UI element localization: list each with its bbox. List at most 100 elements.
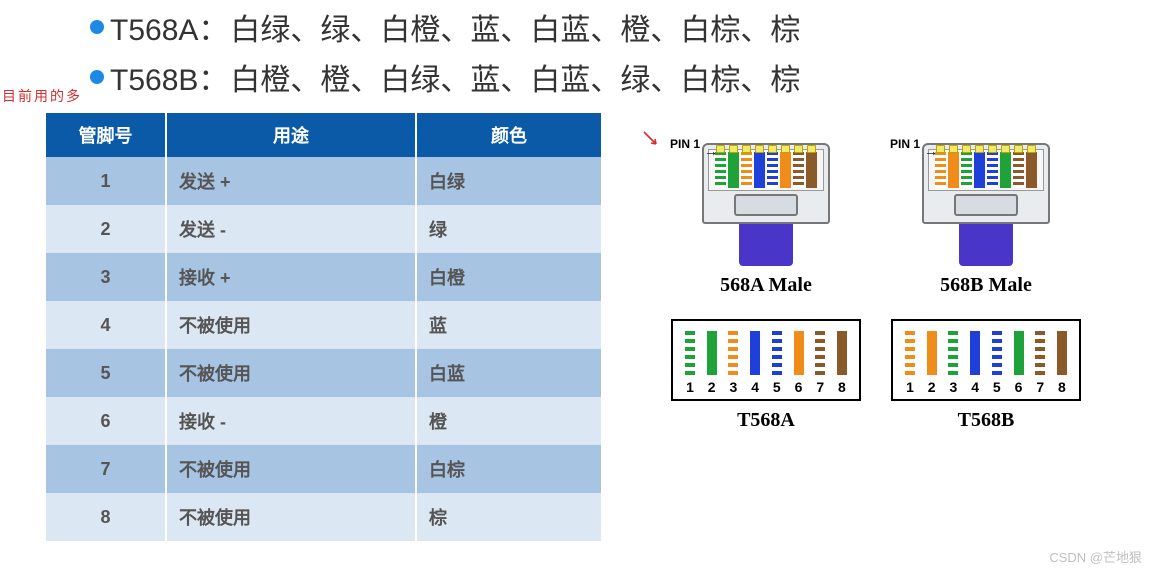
col-use: 用途 xyxy=(166,113,416,157)
standard-b-line: T568B： 白橙、橙、白绿、蓝、白蓝、绿、白棕、棕 xyxy=(90,55,1154,99)
stripe xyxy=(970,331,980,375)
stripe xyxy=(772,331,782,375)
cell-pin: 2 xyxy=(46,205,166,253)
stripe-number: 6 xyxy=(794,379,804,395)
cell-pin: 6 xyxy=(46,397,166,445)
connector-b-column: PIN 1 → 568B Male 12345678 T568B xyxy=(891,143,1081,541)
stripe-box-b: 12345678 xyxy=(891,319,1081,401)
rj45-b: PIN 1 → xyxy=(896,143,1076,266)
bullet-icon xyxy=(90,20,104,34)
stripe xyxy=(1035,331,1045,375)
wire xyxy=(780,152,791,188)
wire-tip xyxy=(716,145,725,153)
standard-b-seq: 白橙、橙、白绿、蓝、白蓝、绿、白棕、棕 xyxy=(230,55,800,99)
table-row: 6接收 -橙 xyxy=(46,397,601,445)
cell-use: 发送 + xyxy=(166,157,416,205)
num-row-b: 12345678 xyxy=(905,379,1067,395)
wire xyxy=(1000,152,1011,188)
wire xyxy=(987,152,998,188)
rj45-head xyxy=(702,143,830,224)
stripe-number: 6 xyxy=(1014,379,1024,395)
stripe-number: 8 xyxy=(1057,379,1067,395)
pin1-label: PIN 1 xyxy=(670,137,700,151)
rj45-clip xyxy=(954,194,1018,216)
cell-use: 不被使用 xyxy=(166,445,416,493)
pin1-label: PIN 1 xyxy=(890,137,920,151)
wire-tip xyxy=(962,145,971,153)
connector-a-column: PIN 1 → 568A Male 12345678 T568A xyxy=(671,143,861,541)
cell-color: 橙 xyxy=(416,397,601,445)
wire-tip xyxy=(729,145,738,153)
stripe-number: 5 xyxy=(772,379,782,395)
rj45-clip xyxy=(734,194,798,216)
stripe xyxy=(750,331,760,375)
connectors-area: PIN 1 → 568A Male 12345678 T568A PIN 1 → xyxy=(671,113,1081,541)
cell-color: 白绿 xyxy=(416,157,601,205)
wire-tip xyxy=(755,145,764,153)
wire-tip xyxy=(807,145,816,153)
rj45-a: PIN 1 → xyxy=(676,143,856,266)
stripe-number: 4 xyxy=(970,379,980,395)
wire xyxy=(1026,152,1037,188)
cell-color: 白橙 xyxy=(416,253,601,301)
stripe xyxy=(905,331,915,375)
cell-pin: 8 xyxy=(46,493,166,541)
wire-tip xyxy=(794,145,803,153)
cell-use: 接收 + xyxy=(166,253,416,301)
table-row: 3接收 +白橙 xyxy=(46,253,601,301)
stripe-row-a xyxy=(685,331,847,375)
stripe-row-b xyxy=(905,331,1067,375)
table-row: 4不被使用蓝 xyxy=(46,301,601,349)
stripe xyxy=(685,331,695,375)
wire xyxy=(767,152,778,188)
stripe xyxy=(1014,331,1024,375)
cell-color: 蓝 xyxy=(416,301,601,349)
stripe-number: 7 xyxy=(815,379,825,395)
wire xyxy=(754,152,765,188)
wire xyxy=(806,152,817,188)
cable xyxy=(739,224,793,266)
wire-tip xyxy=(988,145,997,153)
stripe-number: 3 xyxy=(728,379,738,395)
box-label-a: T568A xyxy=(737,409,795,432)
stripe-number: 2 xyxy=(707,379,717,395)
bullet-icon xyxy=(90,70,104,84)
wire xyxy=(728,152,739,188)
stripe-number: 8 xyxy=(837,379,847,395)
stripe-number: 3 xyxy=(948,379,958,395)
standard-a-name: T568A： xyxy=(110,5,228,49)
cell-use: 接收 - xyxy=(166,397,416,445)
stripe-number: 4 xyxy=(750,379,760,395)
cell-pin: 5 xyxy=(46,349,166,397)
standard-a-seq: 白绿、绿、白橙、蓝、白蓝、橙、白棕、棕 xyxy=(230,5,800,49)
wire-tip xyxy=(949,145,958,153)
wire xyxy=(974,152,985,188)
wire-tip xyxy=(936,145,945,153)
rj45-head xyxy=(922,143,1050,224)
watermark: CSDN @芒地狠 xyxy=(1049,547,1142,566)
standards-block: T568A： 白绿、绿、白橙、蓝、白蓝、橙、白棕、棕 T568B： 白橙、橙、白… xyxy=(0,0,1154,113)
table-body: 1发送 +白绿2发送 -绿3接收 +白橙4不被使用蓝5不被使用白蓝6接收 -橙7… xyxy=(46,157,601,541)
cell-use: 发送 - xyxy=(166,205,416,253)
wire xyxy=(1013,152,1024,188)
male-label-a: 568A Male xyxy=(720,274,812,297)
wire-tip xyxy=(1027,145,1036,153)
wire-tip xyxy=(1014,145,1023,153)
cable xyxy=(959,224,1013,266)
cell-pin: 4 xyxy=(46,301,166,349)
table-row: 5不被使用白蓝 xyxy=(46,349,601,397)
wire-row-b xyxy=(928,149,1044,191)
col-pin: 管脚号 xyxy=(46,113,166,157)
wire-tip xyxy=(975,145,984,153)
stripe xyxy=(815,331,825,375)
standard-a-line: T568A： 白绿、绿、白橙、蓝、白蓝、橙、白棕、棕 xyxy=(90,5,1154,49)
stripe xyxy=(927,331,937,375)
wire xyxy=(935,152,946,188)
table-row: 7不被使用白棕 xyxy=(46,445,601,493)
stripe-number: 7 xyxy=(1035,379,1045,395)
stripe-number: 1 xyxy=(685,379,695,395)
wire xyxy=(948,152,959,188)
stripe xyxy=(707,331,717,375)
pin-table: 管脚号 用途 颜色 1发送 +白绿2发送 -绿3接收 +白橙4不被使用蓝5不被使… xyxy=(46,113,601,541)
cell-pin: 3 xyxy=(46,253,166,301)
